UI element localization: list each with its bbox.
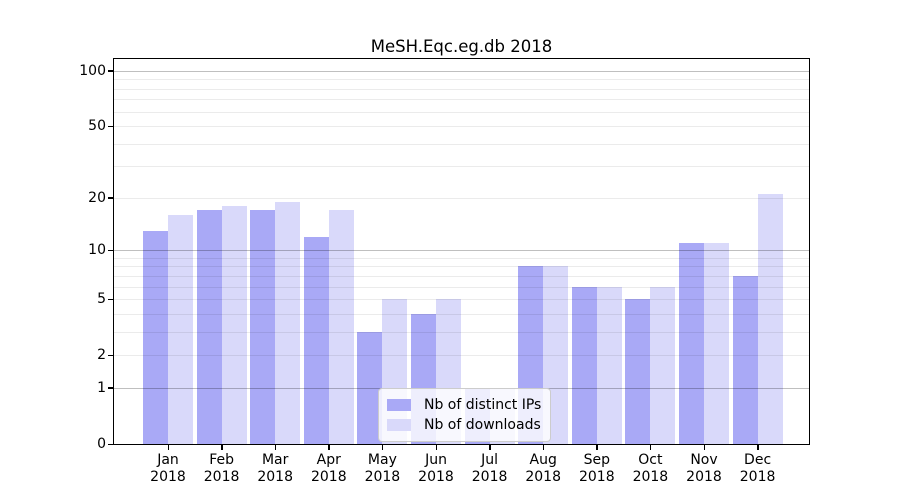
x-tick-month: Nov — [690, 452, 718, 468]
bar-downloads — [275, 201, 301, 444]
y-tick-label: 0 — [97, 436, 106, 452]
bar-downloads — [221, 206, 247, 444]
y-tick-mark — [107, 387, 114, 389]
bar-distinct-ips — [196, 210, 222, 444]
legend-item: Nb of distinct IPs — [387, 395, 541, 415]
legend-swatch — [387, 399, 411, 411]
x-tick-year: 2018 — [686, 468, 722, 485]
x-tick-mark — [381, 444, 384, 450]
x-tick-month: Jan — [157, 452, 179, 468]
x-tick-label: May 2018 — [352, 452, 412, 485]
bar-distinct-ips — [303, 236, 329, 444]
x-tick-year: 2018 — [471, 468, 508, 485]
x-tick-month: Feb — [209, 452, 234, 468]
x-tick-year: 2018 — [257, 468, 293, 485]
x-tick-month: Aug — [529, 452, 557, 468]
bar-distinct-ips — [250, 210, 276, 444]
bar-downloads — [596, 286, 622, 444]
x-tick-month: Apr — [316, 452, 341, 468]
x-tick-year: 2018 — [418, 468, 454, 485]
y-tick-mark — [107, 354, 114, 357]
bar-downloads — [704, 243, 729, 444]
x-tick-month: Sep — [583, 452, 610, 468]
x-tick-mark — [328, 444, 330, 450]
x-tick-label: Mar 2018 — [245, 452, 305, 485]
y-tick-label: 10 — [88, 242, 106, 259]
x-tick-label: Oct 2018 — [620, 452, 680, 485]
x-tick-year: 2018 — [203, 468, 240, 485]
x-tick-mark — [757, 444, 759, 450]
x-tick-month: Jun — [425, 452, 447, 468]
x-tick-label: Sep 2018 — [567, 452, 627, 485]
legend-item-label: Nb of distinct IPs — [424, 397, 542, 413]
x-tick-year: 2018 — [150, 468, 186, 485]
x-tick-label: Nov 2018 — [674, 452, 734, 485]
x-tick-mark — [221, 444, 223, 450]
bar-distinct-ips — [571, 286, 597, 444]
x-tick-year: 2018 — [525, 468, 561, 485]
bar-downloads — [168, 215, 193, 444]
y-tick-mark — [107, 443, 114, 445]
y-tick-mark — [107, 197, 114, 199]
y-tick-mark — [107, 70, 114, 72]
y-tick-label: 50 — [88, 118, 106, 135]
x-tick-month: Jul — [481, 452, 499, 468]
bar-distinct-ips — [679, 243, 704, 444]
bar-distinct-ips — [143, 230, 168, 444]
legend-item: Nb of downloads — [387, 415, 541, 435]
legend-item-label: Nb of downloads — [424, 417, 541, 433]
y-tick-label: 100 — [79, 62, 106, 79]
x-tick-year: 2018 — [632, 468, 669, 485]
x-tick-month: Dec — [744, 452, 772, 468]
x-tick-label: Aug 2018 — [513, 452, 573, 485]
bar-downloads — [757, 194, 783, 444]
x-tick-mark — [435, 444, 437, 450]
y-tick-mark — [107, 298, 114, 301]
legend-swatch — [387, 419, 411, 431]
y-tick-label: 2 — [97, 347, 106, 364]
plot-area: Nb of distinct IPs Nb of downloads — [112, 57, 810, 445]
x-tick-label: Dec 2018 — [728, 452, 788, 485]
x-tick-label: Jul 2018 — [460, 452, 520, 485]
y-tick-label: 5 — [97, 291, 106, 308]
y-tick-label: 20 — [88, 189, 106, 206]
legend: Nb of distinct IPs Nb of downloads — [378, 388, 552, 442]
x-tick-month: Oct — [638, 452, 663, 468]
chart-title: MeSH.Eqc.eg.db 2018 — [370, 37, 553, 56]
x-tick-year: 2018 — [578, 468, 615, 485]
x-tick-month: May — [367, 452, 397, 468]
bar-distinct-ips — [732, 275, 758, 444]
bar-downloads — [328, 210, 354, 444]
x-tick-year: 2018 — [364, 468, 401, 485]
x-tick-label: Apr 2018 — [299, 452, 359, 485]
x-tick-mark — [489, 444, 491, 450]
y-tick-mark — [107, 249, 114, 252]
x-tick-mark — [596, 444, 598, 450]
x-tick-mark — [703, 444, 705, 450]
x-tick-label: Feb 2018 — [192, 452, 252, 485]
x-tick-mark — [167, 444, 169, 450]
x-tick-month: Mar — [261, 452, 289, 468]
x-tick-mark — [649, 444, 652, 450]
bar-distinct-ips — [625, 299, 651, 444]
x-tick-label: Jun 2018 — [406, 452, 466, 485]
x-tick-mark — [274, 444, 277, 450]
x-tick-mark — [542, 444, 545, 450]
x-tick-year: 2018 — [739, 468, 776, 485]
bars-layer — [114, 59, 809, 444]
y-tick-mark — [107, 125, 114, 128]
x-tick-label: Jan 2018 — [138, 452, 198, 485]
bar-downloads — [650, 286, 676, 444]
y-tick-label: 1 — [97, 379, 106, 396]
x-tick-year: 2018 — [310, 468, 347, 485]
